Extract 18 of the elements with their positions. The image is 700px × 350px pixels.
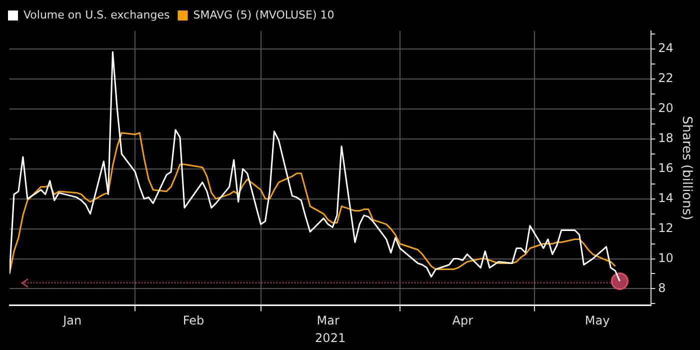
x-tick-label: Jan (62, 314, 82, 328)
x-tick-label: May (584, 314, 610, 328)
y-tick-label: 18 (658, 131, 674, 146)
x-tick-label: Mar (316, 314, 340, 328)
y-tick-label: 12 (658, 220, 674, 235)
y-axis-title: Shares (billions) (678, 116, 694, 220)
y-tick-label: 20 (658, 101, 674, 116)
x-tick-label: Feb (182, 314, 204, 328)
y-tick-label: 8 (658, 280, 666, 295)
legend-label: SMAVG (5) (MVOLUSE) 10 (193, 8, 334, 22)
y-tick-label: 24 (658, 41, 674, 56)
y-tick-label: 10 (658, 250, 674, 265)
y-tick-label: 14 (658, 190, 674, 205)
x-tick-label: Apr (452, 314, 474, 328)
y-tick-label: 16 (658, 160, 674, 175)
legend-label: Volume on U.S. exchanges (24, 8, 170, 22)
x-axis-title: 2021 (315, 330, 346, 345)
y-tick-label: 22 (658, 71, 674, 86)
